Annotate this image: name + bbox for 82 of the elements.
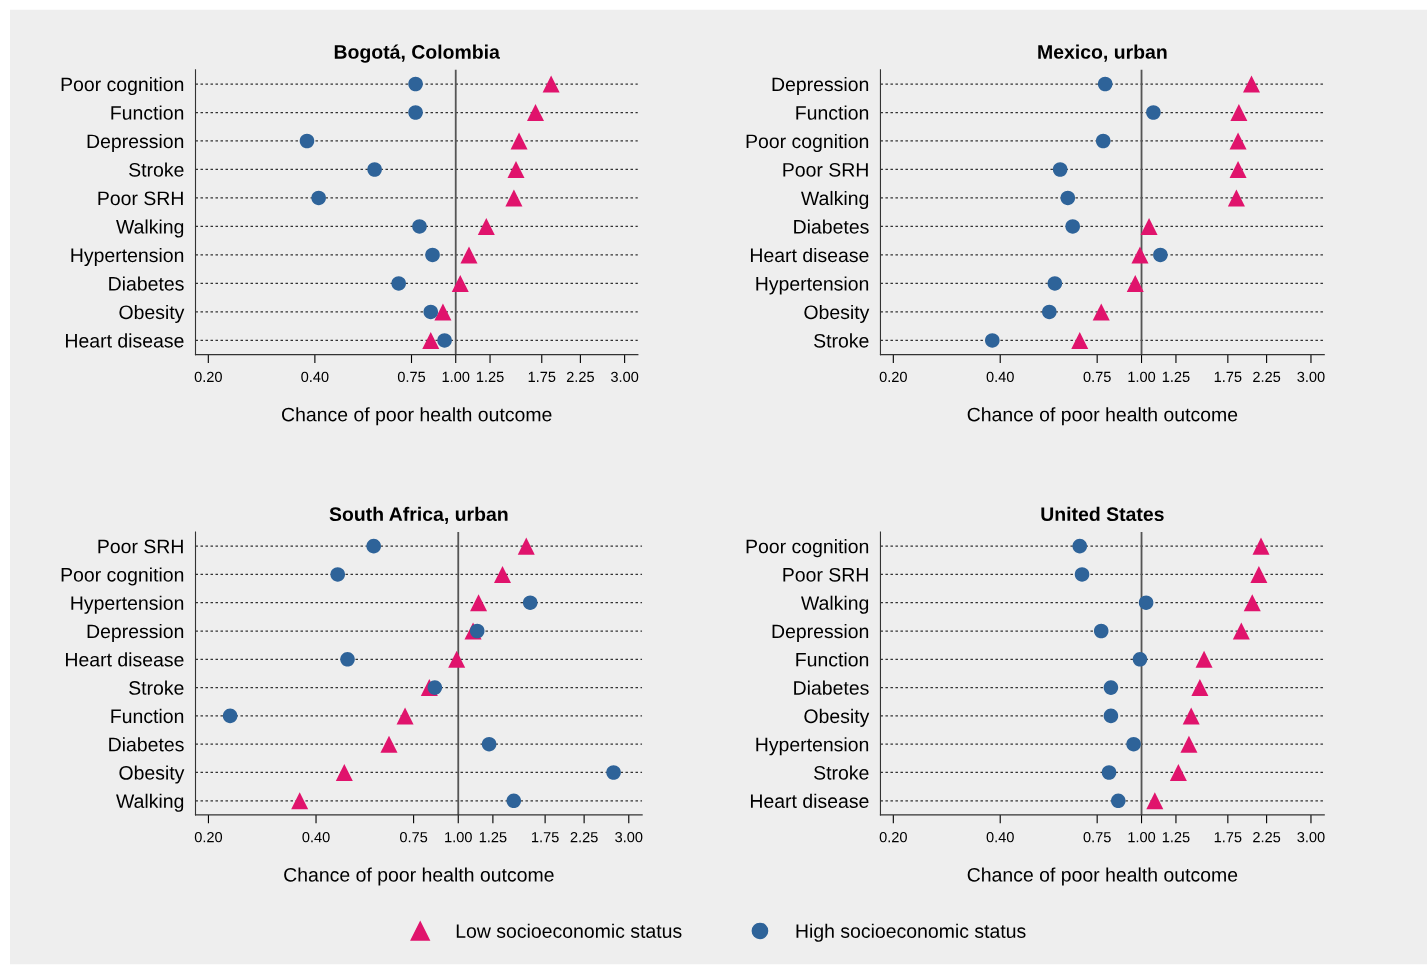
- y-tick-label: Diabetes: [794, 680, 869, 695]
- x-tick-label: 0.40: [301, 371, 329, 383]
- y-tick-label: Poor SRH: [783, 162, 868, 177]
- x-axis-title: Chance of poor health outcome: [967, 867, 1238, 886]
- x-tick-label: 1.00: [442, 371, 470, 383]
- x-tick-label: 0.75: [397, 371, 426, 383]
- y-tick-label: Walking: [801, 190, 869, 210]
- x-tick-label: 0.20: [879, 371, 907, 383]
- x-tick-label: 1.00: [1128, 831, 1156, 843]
- y-tick-label: Poor cognition: [61, 567, 184, 586]
- x-tick-label: 0.75: [1083, 831, 1111, 843]
- legend-label: Low socioeconomic status: [456, 923, 682, 938]
- x-tick-label: 0.20: [194, 831, 223, 843]
- y-tick-label: Depression: [87, 623, 184, 643]
- x-tick-label: 3.00: [610, 371, 639, 383]
- x-tick-label: 2.25: [1253, 371, 1281, 383]
- x-tick-label: 1.75: [1214, 832, 1242, 843]
- y-tick-label: Function: [796, 105, 869, 120]
- x-tick-label: 2.25: [566, 371, 594, 383]
- x-tick-label: 0.75: [1083, 371, 1111, 383]
- y-tick-label: Depression: [772, 623, 869, 643]
- x-tick-label: 3.00: [1297, 831, 1325, 843]
- y-tick-label: Diabetes: [794, 219, 869, 234]
- y-tick-label: Stroke: [129, 162, 184, 177]
- y-tick-label: Walking: [116, 219, 184, 238]
- y-tick-label: Hypertension: [756, 276, 869, 295]
- x-tick-label: 0.40: [986, 371, 1014, 383]
- y-tick-label: Hypertension: [756, 737, 869, 756]
- x-tick-label: 0.40: [302, 831, 330, 843]
- y-tick-label: Walking: [116, 793, 184, 812]
- chart-title: United States: [1041, 506, 1164, 522]
- y-tick-label: Poor cognition: [61, 76, 184, 96]
- y-tick-label: Diabetes: [109, 737, 184, 752]
- x-tick-label: 3.00: [1297, 371, 1325, 383]
- y-tick-label: Obesity: [804, 304, 870, 323]
- x-tick-label: 1.75: [532, 832, 559, 843]
- y-tick-label: Poor cognition: [746, 539, 869, 558]
- y-tick-label: Obesity: [119, 765, 185, 784]
- x-tick-label: 1.00: [445, 831, 472, 843]
- x-tick-label: 1.75: [528, 371, 556, 383]
- y-tick-label: Obesity: [119, 304, 185, 323]
- y-tick-label: Poor SRH: [783, 567, 868, 582]
- y-tick-label: Function: [111, 105, 184, 120]
- y-tick-label: Hypertension: [71, 247, 184, 267]
- legend-label: High socioeconomic status: [796, 923, 1026, 942]
- y-tick-label: Heart disease: [750, 247, 869, 263]
- y-tick-label: Stroke: [129, 680, 184, 695]
- y-tick-label: Depression: [87, 133, 184, 153]
- x-tick-label: 2.25: [570, 831, 598, 843]
- y-tick-label: Heart disease: [66, 333, 184, 348]
- y-tick-label: Poor SRH: [98, 191, 183, 206]
- y-tick-label: Hypertension: [71, 595, 184, 614]
- y-tick-label: Stroke: [814, 765, 869, 780]
- x-tick-label: 1.25: [1162, 831, 1190, 843]
- x-tick-label: 0.40: [986, 831, 1014, 843]
- y-tick-label: Depression: [772, 76, 869, 96]
- x-tick-label: 1.00: [1128, 371, 1156, 383]
- x-tick-label: 1.25: [479, 831, 507, 843]
- x-tick-label: 1.25: [476, 371, 504, 383]
- x-tick-label: 0.20: [879, 831, 907, 843]
- y-tick-label: Heart disease: [750, 793, 869, 809]
- x-axis-title: Chance of poor health outcome: [284, 867, 554, 886]
- chart-title: Mexico, urban: [1038, 44, 1167, 62]
- chart-title: Bogotá, Colombia: [334, 44, 500, 63]
- y-tick-label: Stroke: [814, 333, 869, 348]
- y-tick-label: Walking: [801, 595, 869, 614]
- y-tick-label: Obesity: [804, 708, 870, 727]
- y-tick-label: Diabetes: [109, 276, 184, 291]
- y-tick-label: Function: [796, 652, 869, 667]
- x-tick-label: 2.25: [1253, 831, 1281, 843]
- y-tick-label: Poor cognition: [746, 133, 869, 153]
- x-axis-title: Chance of poor health outcome: [967, 407, 1238, 426]
- x-tick-label: 0.75: [399, 831, 428, 843]
- x-tick-label: 1.75: [1214, 371, 1242, 383]
- y-tick-label: Function: [111, 708, 184, 724]
- chart-title: South Africa, urban: [329, 506, 508, 524]
- x-tick-label: 1.25: [1162, 371, 1190, 383]
- x-tick-label: 0.20: [194, 371, 222, 383]
- y-tick-label: Poor SRH: [98, 539, 183, 554]
- x-axis-title: Chance of poor health outcome: [282, 407, 552, 426]
- x-tick-label: 3.00: [615, 831, 643, 843]
- y-tick-label: Heart disease: [66, 652, 184, 667]
